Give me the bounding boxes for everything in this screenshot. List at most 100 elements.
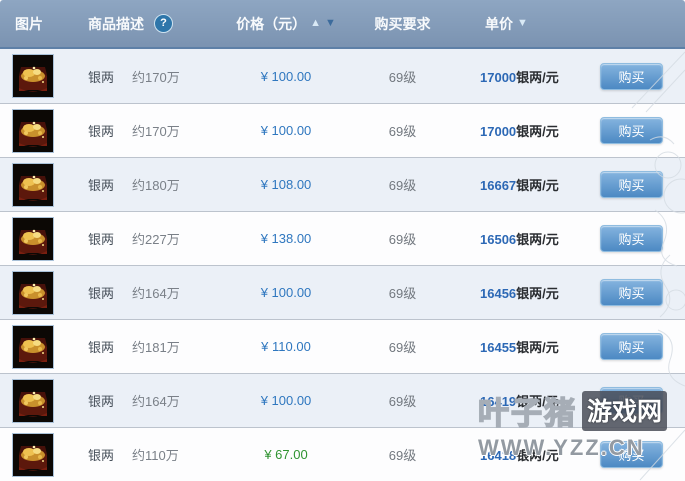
item-name: 银两 — [88, 124, 115, 139]
item-name: 银两 — [88, 286, 115, 301]
table-row: 银两 约180万 ¥ 108.00 69级 16667银两/元 购买 — [0, 157, 685, 211]
item-unit-price: 17000银两/元 — [460, 67, 580, 86]
unit-price-value: 17000 — [480, 124, 517, 139]
item-name: 银两 — [88, 69, 115, 85]
item-requirement: 69级 — [388, 340, 417, 355]
sort-down-icon[interactable]: ▼ — [325, 17, 336, 29]
unit-price-suffix: 银两/元 — [516, 232, 559, 247]
item-unit-price: 16506银两/元 — [460, 229, 580, 248]
item-image-cell — [0, 216, 80, 261]
buy-button[interactable]: 购买 — [600, 441, 663, 468]
column-header-unit-price: 单价 ▼ — [460, 14, 580, 34]
item-requirement: 69级 — [388, 178, 417, 193]
item-requirement: 69级 — [388, 394, 417, 409]
item-amount: 约164万 — [132, 286, 180, 301]
unit-price-suffix: 银两/元 — [516, 286, 559, 301]
unit-price-value: 16418 — [480, 448, 517, 463]
sort-up-icon[interactable]: ▲ — [310, 17, 321, 29]
item-unit-price: 16667银两/元 — [460, 175, 580, 194]
unit-price-suffix: 银两/元 — [516, 394, 559, 409]
item-requirement: 69级 — [388, 448, 417, 463]
item-name: 银两 — [88, 232, 115, 247]
item-image-cell — [0, 324, 80, 369]
item-unit-price: 16456银两/元 — [460, 283, 580, 302]
item-price: ¥ 100.00 — [260, 123, 312, 138]
item-price: ¥ 100.00 — [260, 285, 312, 300]
sort-down-icon[interactable]: ▼ — [517, 17, 528, 29]
unit-price-suffix: 银两/元 — [516, 448, 559, 463]
item-requirement: 69级 — [388, 286, 417, 301]
treasure-chest-icon — [12, 216, 54, 261]
column-header-description-label: 商品描述 — [88, 15, 144, 32]
buy-button[interactable]: 购买 — [600, 62, 663, 90]
action-cell: 购买 — [580, 279, 685, 306]
treasure-chest-icon — [12, 108, 54, 153]
buy-button[interactable]: 购买 — [600, 117, 663, 144]
item-image-cell — [0, 54, 80, 98]
help-icon[interactable]: ? — [154, 14, 173, 33]
table-row: 银两 约164万 ¥ 100.00 69级 16456银两/元 购买 — [0, 265, 685, 319]
unit-price-suffix: 银两/元 — [516, 124, 559, 139]
action-cell: 购买 — [580, 171, 685, 198]
item-price: ¥ 100.00 — [260, 393, 312, 408]
action-cell: 购买 — [580, 441, 685, 468]
action-cell: 购买 — [580, 117, 685, 144]
unit-price-value: 16667 — [480, 178, 517, 193]
unit-price-value: 17000 — [480, 69, 517, 85]
column-header-unit-price-label: 单价 — [485, 15, 513, 32]
treasure-chest-icon — [12, 432, 54, 477]
item-image-cell — [0, 162, 80, 207]
item-amount: 约170万 — [132, 69, 180, 85]
item-name: 银两 — [88, 448, 115, 463]
item-name: 银两 — [88, 178, 115, 193]
item-requirement: 69级 — [388, 232, 417, 247]
item-unit-price: 16419银两/元 — [460, 391, 580, 410]
table-row: 银两 约110万 ¥ 67.00 69级 16418银两/元 购买 — [0, 427, 685, 481]
table-row: 银两 约164万 ¥ 100.00 69级 16419银两/元 购买 — [0, 373, 685, 427]
buy-button[interactable]: 购买 — [600, 225, 663, 252]
item-image-cell — [0, 270, 80, 315]
item-price: ¥ 138.00 — [260, 231, 312, 246]
item-unit-price: 17000银两/元 — [460, 121, 580, 140]
item-amount: 约180万 — [132, 178, 180, 193]
unit-price-value: 16506 — [480, 232, 517, 247]
item-image-cell — [0, 378, 80, 423]
item-image-cell — [0, 108, 80, 153]
treasure-chest-icon — [12, 324, 54, 369]
unit-price-suffix: 银两/元 — [516, 69, 559, 85]
item-price: ¥ 110.00 — [261, 339, 311, 354]
item-price: ¥ 108.00 — [260, 177, 312, 192]
buy-button[interactable]: 购买 — [600, 279, 663, 306]
item-amount: 约181万 — [132, 340, 180, 355]
action-cell: 购买 — [580, 333, 685, 360]
table-body: 银两 约170万 ¥ 100.00 69级 17000银两/元 购买 — [0, 49, 685, 481]
treasure-chest-icon — [12, 378, 54, 423]
column-header-requirement: 购买要求 — [374, 15, 431, 32]
item-image-cell — [0, 432, 80, 477]
table-row: 银两 约170万 ¥ 100.00 69级 17000银两/元 购买 — [0, 49, 685, 103]
unit-price-value: 16419 — [480, 394, 517, 409]
buy-button[interactable]: 购买 — [600, 333, 663, 360]
buy-button[interactable]: 购买 — [600, 387, 663, 414]
item-unit-price: 16455银两/元 — [460, 337, 580, 356]
item-price: ¥ 67.00 — [264, 447, 308, 462]
buy-button[interactable]: 购买 — [600, 171, 663, 198]
treasure-chest-icon — [12, 162, 54, 207]
unit-price-suffix: 银两/元 — [516, 178, 559, 193]
item-amount: 约227万 — [132, 232, 180, 247]
column-header-price-label: 价格（元） — [236, 15, 307, 32]
treasure-chest-icon — [12, 54, 54, 98]
table-row: 银两 约181万 ¥ 110.00 69级 16455银两/元 购买 — [0, 319, 685, 373]
column-header-price: 价格（元） ▲ ▼ — [227, 14, 345, 34]
action-cell: 购买 — [580, 62, 685, 90]
item-unit-price: 16418银两/元 — [460, 445, 580, 464]
item-amount: 约170万 — [132, 124, 180, 139]
unit-price-value: 16456 — [480, 286, 517, 301]
item-amount: 约164万 — [132, 394, 180, 409]
item-price: ¥ 100.00 — [260, 68, 312, 84]
column-header-image: 图片 — [15, 15, 43, 32]
column-header-description: 商品描述 ? — [80, 14, 227, 34]
item-name: 银两 — [88, 340, 115, 355]
item-amount: 约110万 — [132, 448, 179, 463]
